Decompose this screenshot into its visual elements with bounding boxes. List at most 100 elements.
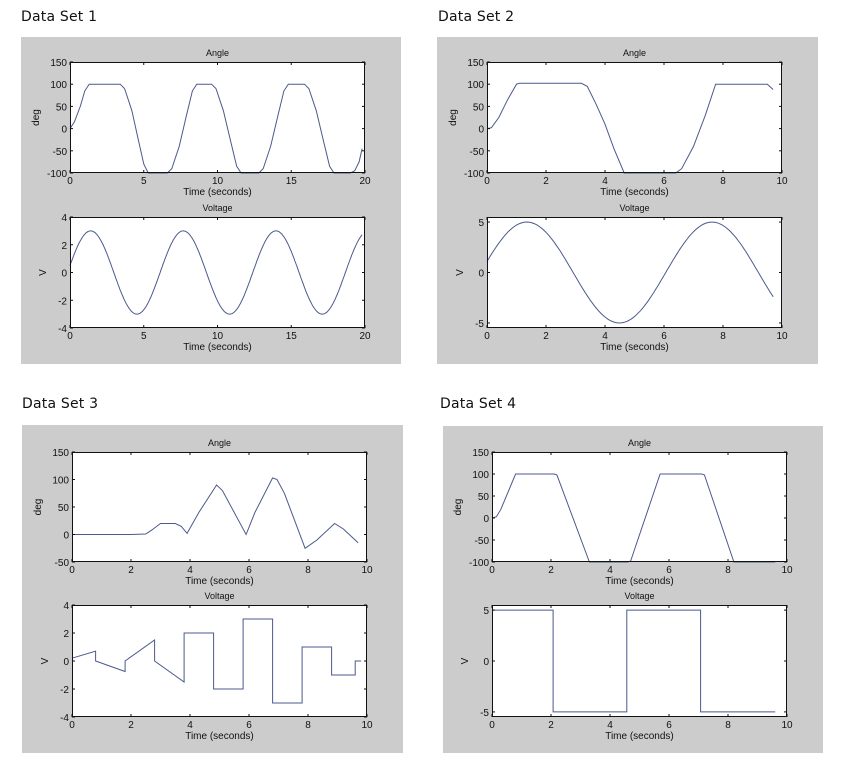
- y-tick-label: 50: [478, 492, 490, 503]
- x-tick-label: 2: [548, 565, 554, 576]
- x-tick-label: 20: [359, 176, 371, 187]
- y-axis-label: V: [455, 269, 466, 276]
- x-tick-label: 15: [286, 331, 298, 342]
- y-axis-label: deg: [453, 499, 464, 516]
- x-tick-label: 2: [543, 331, 549, 342]
- x-tick-label: 8: [720, 331, 726, 342]
- y-tick-label: 0: [483, 657, 489, 668]
- ds1-angle-axes: 0 5 10 15 20 -100 -50 0 50 100 150 Angle Time (secon…: [31, 48, 371, 198]
- x-tick-label: 8: [725, 565, 731, 576]
- y-tick-label: -50: [475, 536, 490, 547]
- data-line: [486, 221, 774, 324]
- y-tick-label: -2: [60, 685, 69, 696]
- y-tick-label: 150: [467, 58, 484, 69]
- y-tick-label: 100: [50, 80, 67, 91]
- x-axis-label: Time (seconds): [600, 342, 669, 353]
- subplot-title: Angle: [206, 48, 229, 58]
- y-tick-label: 0: [63, 657, 69, 668]
- y-tick-label: 4: [63, 601, 69, 612]
- ds4-angle-axes: 0 2 4 6 8 10 -100 -50 0 50 100 150 Angle Time (second…: [453, 438, 793, 587]
- x-tick-label: 4: [187, 565, 193, 576]
- x-tick-label: 10: [212, 331, 224, 342]
- x-tick-label: 2: [128, 720, 134, 731]
- ds1-voltage-axes: 0 5 10 15 20 -4 -2 0 2 4 Voltage Time (seconds) V: [38, 203, 371, 353]
- x-tick-label: 5: [141, 331, 147, 342]
- x-tick-label: 8: [720, 176, 726, 187]
- x-tick-label: 8: [725, 720, 731, 731]
- x-axis-label: Time (seconds): [185, 576, 254, 587]
- x-tick-label: 0: [484, 176, 490, 187]
- x-tick-label: 5: [141, 176, 147, 187]
- data-line: [69, 230, 363, 315]
- axes-area: [487, 62, 782, 173]
- y-tick-label: 100: [52, 476, 69, 487]
- subplot-title: Angle: [623, 48, 646, 58]
- x-tick-label: 6: [246, 565, 252, 576]
- x-tick-label: 0: [67, 176, 73, 187]
- x-axis-label: Time (seconds): [605, 576, 674, 587]
- y-tick-label: -5: [475, 319, 484, 330]
- data-set-1-title: Data Set 1: [21, 9, 98, 25]
- x-tick-label: 0: [484, 331, 490, 342]
- y-tick-label: -2: [58, 296, 67, 307]
- axes-area: [72, 452, 367, 562]
- x-tick-label: 6: [661, 176, 667, 187]
- x-tick-label: 6: [666, 720, 672, 731]
- subplot-title: Angle: [208, 438, 231, 448]
- data-set-3-title: Data Set 3: [22, 396, 99, 412]
- y-tick-label: 2: [61, 241, 67, 252]
- ds3-voltage-axes: 0 2 4 6 8 10 -4 -2 0 2 4 Voltage Time (seconds) V: [40, 591, 373, 742]
- y-tick-label: 100: [472, 470, 489, 481]
- ds2-angle-axes: 0 2 4 6 8 10 -100 -50 0 50 100 150 Angle Time (second…: [448, 48, 788, 198]
- axes-area: [492, 452, 787, 562]
- x-tick-label: 10: [781, 720, 793, 731]
- data-line: [72, 477, 359, 550]
- x-tick-label: 10: [776, 331, 788, 342]
- y-tick-label: 150: [50, 58, 67, 69]
- subplot-title: Voltage: [202, 203, 232, 213]
- data-line: [71, 618, 362, 704]
- y-tick-label: 2: [63, 629, 69, 640]
- y-tick-label: 50: [56, 102, 68, 113]
- x-tick-label: 6: [666, 565, 672, 576]
- y-tick-label: 0: [478, 125, 484, 136]
- y-axis-label: deg: [33, 499, 44, 516]
- x-tick-label: 15: [286, 176, 298, 187]
- axes-area: [492, 605, 787, 717]
- y-tick-label: -50: [53, 147, 68, 158]
- y-axis-label: deg: [31, 109, 42, 126]
- y-tick-label: -100: [469, 558, 489, 569]
- y-tick-label: 100: [467, 80, 484, 91]
- subplot-title: Angle: [628, 438, 651, 448]
- y-tick-label: 0: [61, 125, 67, 136]
- y-tick-label: 150: [52, 448, 69, 459]
- y-tick-label: -4: [58, 324, 67, 335]
- x-tick-label: 4: [187, 720, 193, 731]
- x-tick-label: 2: [128, 565, 134, 576]
- x-tick-label: 0: [489, 720, 495, 731]
- x-tick-label: 4: [607, 720, 613, 731]
- data-set-2-title: Data Set 2: [438, 9, 515, 25]
- x-axis-label: Time (seconds): [183, 342, 252, 353]
- y-tick-label: -4: [60, 713, 69, 724]
- subplot-title: Voltage: [624, 591, 654, 601]
- y-tick-label: 50: [58, 503, 70, 514]
- x-tick-label: 2: [548, 720, 554, 731]
- x-tick-label: 2: [543, 176, 549, 187]
- axes-frame: [487, 62, 782, 173]
- x-tick-label: 4: [607, 565, 613, 576]
- axes-area: [70, 62, 365, 173]
- x-tick-label: 0: [67, 331, 73, 342]
- y-tick-label: 0: [478, 269, 484, 280]
- axes-area: [72, 605, 367, 717]
- x-tick-label: 0: [69, 565, 75, 576]
- x-tick-label: 6: [661, 331, 667, 342]
- data-line: [69, 83, 363, 174]
- axes-frame: [492, 452, 787, 562]
- x-tick-label: 4: [602, 331, 608, 342]
- y-tick-label: -50: [55, 558, 70, 569]
- x-tick-label: 0: [489, 565, 495, 576]
